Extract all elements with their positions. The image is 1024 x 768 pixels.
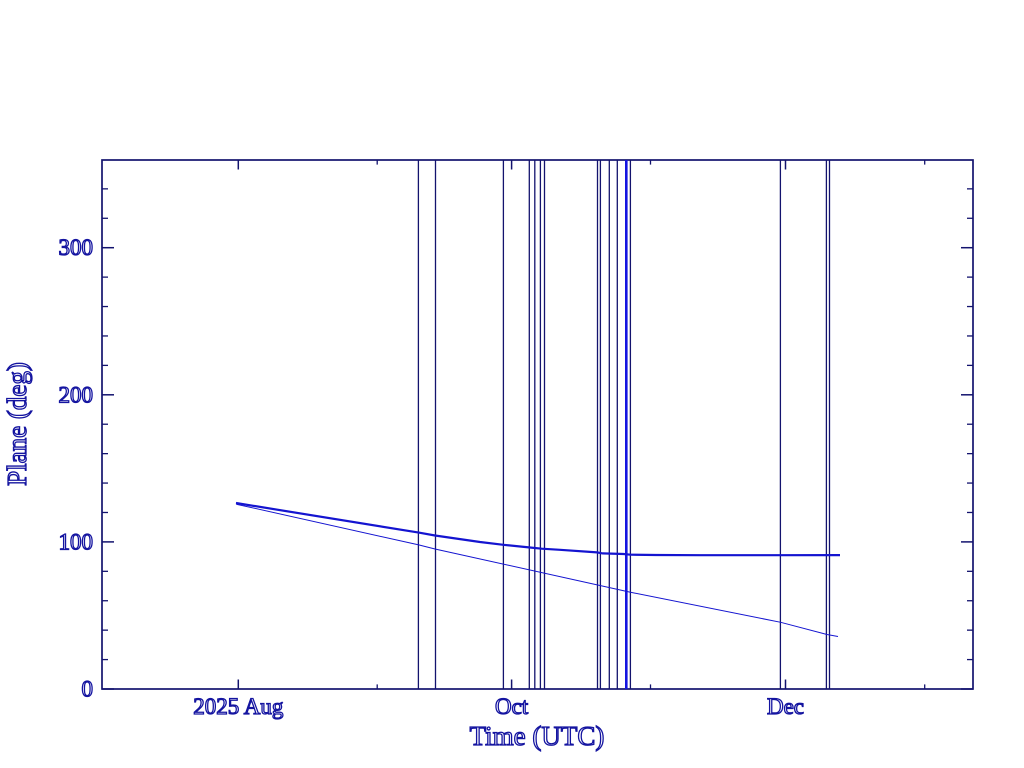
svg-text:0: 0 bbox=[82, 677, 94, 702]
svg-text:2025 Aug: 2025 Aug bbox=[193, 694, 284, 719]
svg-text:200: 200 bbox=[59, 382, 94, 407]
svg-text:100: 100 bbox=[59, 529, 94, 554]
svg-text:Plane (deg): Plane (deg) bbox=[2, 362, 32, 486]
svg-text:Oct: Oct bbox=[495, 694, 529, 719]
svg-text:Time (UTC): Time (UTC) bbox=[470, 721, 605, 751]
svg-text:Dec: Dec bbox=[767, 694, 804, 719]
svg-text:300: 300 bbox=[59, 235, 94, 260]
